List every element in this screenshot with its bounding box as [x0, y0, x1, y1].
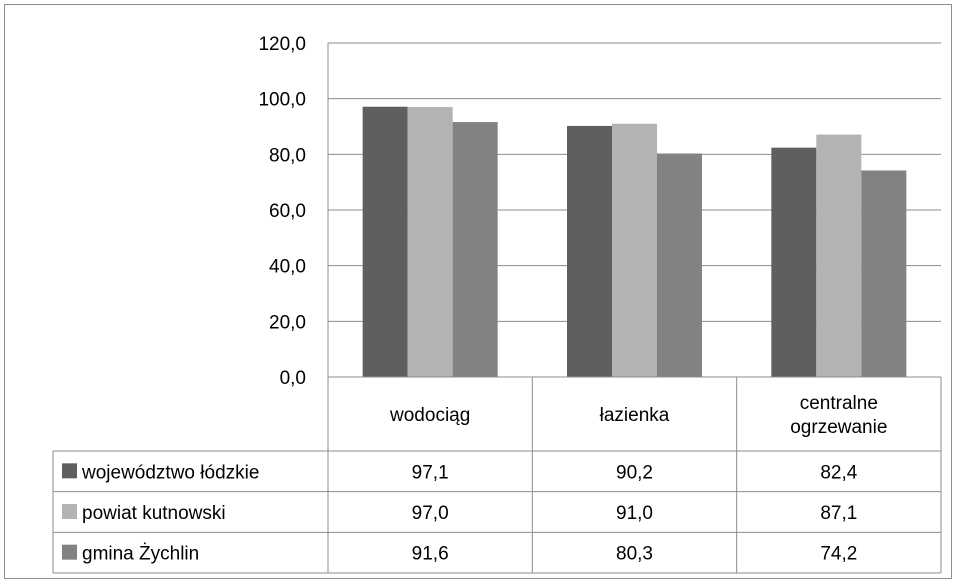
bar [861, 170, 907, 377]
legend-label: powiat kutnowski [82, 503, 226, 524]
legend-key [62, 544, 77, 560]
bar [612, 123, 657, 377]
legend-key [62, 504, 77, 519]
legend-label: województwo łódzkie [81, 462, 259, 483]
bar [407, 107, 453, 378]
y-tick-label: 0,0 [280, 368, 306, 389]
bar [362, 106, 408, 377]
chart-svg: 0,0 20,0 40,0 60,0 80,0 100,0 120,0 wodociąg łaz… [52, 34, 942, 574]
data-label: 97,0 [412, 503, 449, 524]
legend-key [62, 463, 77, 479]
bar [816, 134, 862, 377]
data-label: 74,2 [820, 544, 857, 565]
bar [657, 153, 702, 377]
bar [567, 125, 612, 378]
y-tick-label: 100,0 [258, 90, 306, 111]
chart-frame: 0,0 20,0 40,0 60,0 80,0 100,0 120,0 wodociąg łaz… [4, 4, 952, 579]
category-label: ogrzewanie [790, 417, 887, 438]
legend-label: gmina Żychlin [82, 544, 199, 565]
data-label: 87,1 [820, 503, 857, 524]
y-tick-label: 40,0 [269, 257, 306, 278]
data-label: 90,2 [616, 462, 653, 483]
y-tick-label: 20,0 [269, 312, 306, 333]
category-label: wodociąg [389, 405, 470, 426]
y-tick-label: 120,0 [258, 34, 306, 55]
y-tick-label: 60,0 [269, 201, 306, 222]
category-label: centralne [800, 393, 878, 414]
category-label: łazienka [600, 405, 670, 426]
data-label: 97,1 [412, 462, 449, 483]
data-label: 80,3 [616, 544, 653, 565]
bar [771, 147, 817, 377]
data-label: 82,4 [820, 462, 857, 483]
y-tick-label: 80,0 [269, 145, 306, 166]
bar [452, 122, 498, 378]
data-label: 91,0 [616, 503, 653, 524]
data-label: 91,6 [412, 544, 449, 565]
